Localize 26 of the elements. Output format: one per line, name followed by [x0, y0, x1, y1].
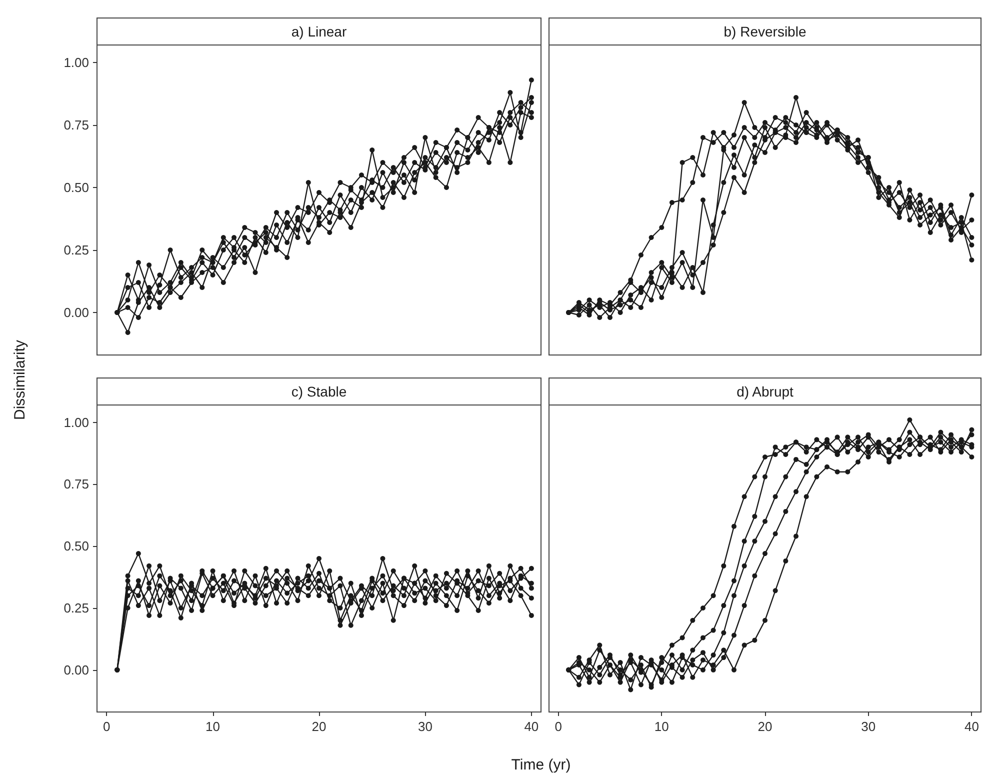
y-tick-label: 0.75: [64, 476, 89, 492]
x-tick-label: 10: [654, 719, 669, 734]
y-tick-label: 0.00: [64, 305, 89, 320]
y-tick-label: 1.00: [64, 55, 89, 70]
chart-title: b) Reversible: [724, 24, 806, 40]
x-tick-label: 0: [554, 719, 562, 734]
y-tick-label: 0.25: [64, 600, 89, 616]
y-axis-title: Dissimilarity: [12, 340, 28, 420]
y-tick-label: 0.75: [64, 118, 89, 132]
x-tick-label: 10: [206, 719, 220, 734]
y-tick-label: 0.25: [64, 242, 89, 258]
x-tick-label: 0: [102, 719, 110, 734]
x-tick-label: 30: [418, 719, 432, 734]
x-tick-label: 20: [312, 719, 326, 734]
y-tick-label: 0.50: [64, 538, 89, 554]
chart-title: c) Stable: [291, 384, 347, 400]
x-tick-label: 30: [861, 719, 876, 734]
x-axis-title: Time (yr): [511, 756, 571, 774]
chart-title: a) Linear: [291, 24, 347, 40]
x-tick-label: 20: [758, 719, 772, 734]
y-tick-label: 1.00: [64, 414, 89, 430]
y-tick-label: 0.50: [64, 180, 89, 195]
chart-title: d) Abrupt: [736, 384, 794, 400]
x-tick-label: 40: [524, 719, 539, 734]
x-tick-label: 40: [964, 719, 979, 734]
y-tick-label: 0.00: [64, 662, 89, 678]
